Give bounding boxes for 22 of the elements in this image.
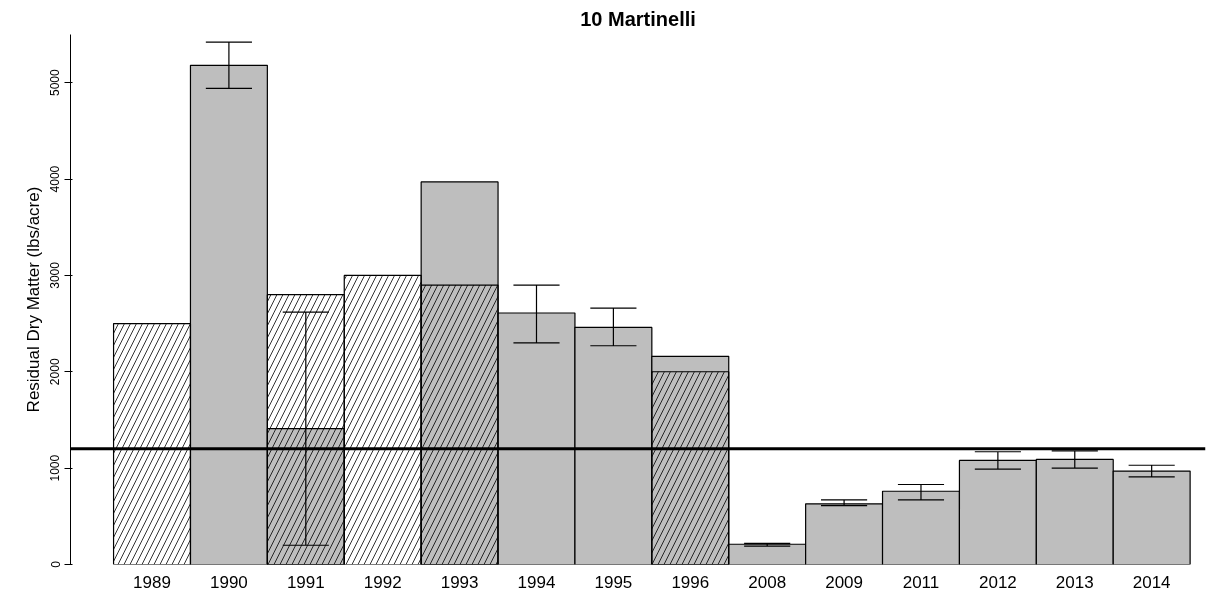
x-tick-label: 1995 xyxy=(594,572,633,592)
x-tick-label: 1994 xyxy=(517,572,556,592)
x-tick-label: 1990 xyxy=(210,572,248,592)
chart-title: 10 Martinelli xyxy=(580,7,696,30)
y-tick-label: 1000 xyxy=(48,454,63,482)
x-tick-label: 2014 xyxy=(1132,572,1171,592)
y-tick-label: 3000 xyxy=(48,261,63,289)
x-tick-label: 2009 xyxy=(825,572,863,592)
x-tick-label: 2008 xyxy=(748,572,787,592)
y-tick-label: 2000 xyxy=(48,358,63,386)
y-tick-label: 5000 xyxy=(48,69,63,97)
y-tick-label: 0 xyxy=(48,560,63,568)
x-tick-label: 1992 xyxy=(363,572,402,592)
y-axis-title: Residual Dry Matter (lbs/acre) xyxy=(23,186,43,413)
x-tick-label: 1989 xyxy=(133,572,171,592)
x-tick-label: 1996 xyxy=(671,572,710,592)
x-tick-label: 2011 xyxy=(902,572,940,592)
x-tick-label: 2012 xyxy=(978,572,1017,592)
x-tick-label: 2013 xyxy=(1055,572,1094,592)
x-tick-label: 1993 xyxy=(440,572,479,592)
x-tick-label: 1991 xyxy=(286,572,325,592)
y-tick-label: 4000 xyxy=(48,165,63,193)
